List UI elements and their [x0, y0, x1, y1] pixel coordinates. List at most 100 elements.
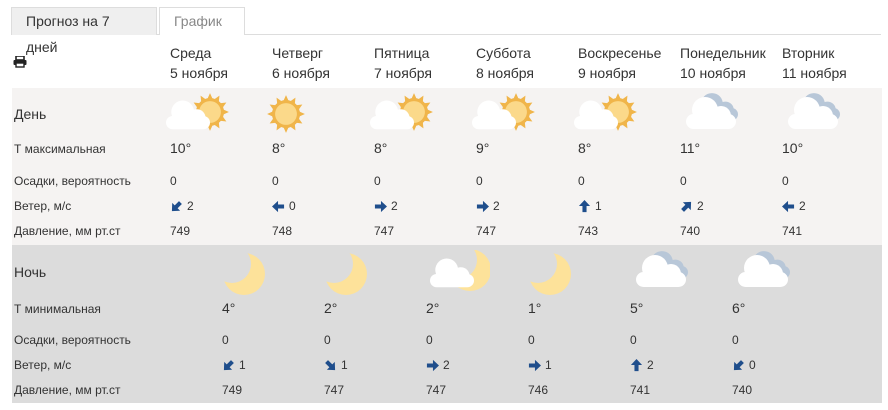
day-label-temp: Т максимальная [14, 142, 106, 156]
wind-value: 2 [374, 199, 398, 213]
day-weekday: Среда [170, 45, 212, 61]
day-label-wind: Ветер, м/с [14, 199, 72, 213]
day-date: 8 ноября [476, 65, 535, 81]
day-date: 10 ноября [680, 65, 746, 81]
pressure-value: 747 [426, 383, 447, 397]
temp-value: 6° [732, 300, 746, 316]
wind-arrow-down-right-icon [325, 359, 336, 370]
wind-value: 1 [324, 358, 348, 372]
wind-arrow-right-icon [374, 200, 387, 212]
wind-speed: 1 [595, 199, 602, 213]
night-weather-moon-icon [315, 245, 388, 299]
night-weather-cloudy-icon [624, 250, 694, 299]
wind-arrow-down-left-icon [223, 359, 234, 370]
day-date: 11 ноября [782, 65, 847, 81]
pressure-value: 747 [476, 224, 497, 238]
wind-arrow-up-icon [578, 199, 591, 212]
wind-arrow-up-icon [630, 358, 643, 371]
pressure-value: 740 [680, 224, 701, 238]
temp-value: 11° [680, 140, 701, 156]
wind-speed: 1 [545, 358, 552, 372]
day-section [12, 88, 882, 245]
wind-speed: 2 [799, 199, 806, 213]
wind-speed: 2 [493, 199, 500, 213]
wind-speed: 2 [391, 199, 398, 213]
wind-speed: 0 [749, 358, 756, 372]
precip-value: 0 [630, 333, 637, 347]
night-label-wind: Ветер, м/с [14, 358, 72, 372]
precip-value: 0 [476, 174, 483, 188]
day-weekday: Понедельник [680, 45, 766, 61]
night-weather-moon-icon [519, 245, 592, 299]
wind-arrow-down-left-icon [171, 200, 182, 211]
wind-speed: 1 [239, 358, 246, 372]
temp-value: 2° [426, 300, 440, 316]
pressure-value: 747 [374, 224, 395, 238]
precip-value: 0 [680, 174, 687, 188]
day-weekday: Четверг [272, 45, 324, 61]
day-weekday: Суббота [476, 45, 531, 61]
wind-value: 2 [782, 199, 806, 213]
wind-arrow-right-icon [528, 359, 541, 371]
precip-value: 0 [426, 333, 433, 347]
temp-value: 9° [476, 140, 490, 156]
temp-value: 1° [528, 300, 542, 316]
temp-value: 8° [374, 140, 388, 156]
printer-icon[interactable] [13, 56, 27, 68]
pressure-value: 749 [222, 383, 243, 397]
wind-value: 0 [732, 358, 756, 372]
precip-value: 0 [170, 174, 177, 188]
wind-value: 1 [222, 358, 246, 372]
wind-speed: 2 [697, 199, 704, 213]
wind-speed: 2 [443, 358, 450, 372]
precip-value: 0 [374, 174, 381, 188]
temp-value: 10° [170, 140, 192, 156]
precip-value: 0 [324, 333, 331, 347]
day-weather-sun-icon [266, 92, 336, 141]
wind-value: 1 [528, 358, 552, 372]
precip-value: 0 [782, 174, 789, 188]
day-weather-cloud-sun-icon [572, 92, 642, 141]
temp-value: 4° [222, 300, 236, 316]
wind-value: 2 [170, 199, 194, 213]
tab-bar: Прогноз на 7 дней График [11, 7, 881, 55]
day-weather-cloud-sun-icon [164, 92, 234, 141]
day-weather-cloudy-icon [776, 92, 846, 141]
wind-value: 2 [476, 199, 500, 213]
temp-value: 2° [324, 300, 338, 316]
temp-value: 5° [630, 300, 644, 316]
precip-value: 0 [272, 174, 279, 188]
temp-value: 8° [578, 140, 592, 156]
wind-speed: 2 [647, 358, 654, 372]
day-date: 6 ноября [272, 65, 331, 81]
wind-arrow-up-right-icon [681, 201, 692, 212]
wind-value: 2 [630, 358, 654, 372]
pressure-value: 741 [782, 224, 803, 238]
day-weekday: Вторник [782, 45, 835, 61]
pressure-value: 743 [578, 224, 599, 238]
temp-value: 8° [272, 140, 286, 156]
pressure-value: 747 [324, 383, 345, 397]
tab-chart[interactable]: График [159, 7, 245, 35]
night-weather-moon-icon [213, 245, 286, 299]
night-title: Ночь [14, 264, 47, 280]
wind-speed: 1 [341, 358, 348, 372]
wind-value: 1 [578, 199, 602, 213]
wind-value: 2 [680, 199, 704, 213]
pressure-value: 748 [272, 224, 293, 238]
tab-7-day-forecast[interactable]: Прогноз на 7 дней [11, 7, 157, 55]
day-weather-cloud-sun-icon [470, 92, 540, 141]
day-label-pressure: Давление, мм рт.ст [14, 224, 121, 238]
day-title: День [14, 106, 47, 122]
wind-value: 0 [272, 199, 296, 213]
wind-speed: 2 [187, 199, 194, 213]
wind-arrow-left-icon [782, 200, 795, 212]
night-label-temp: Т минимальная [14, 302, 101, 316]
wind-arrow-right-icon [476, 200, 489, 212]
wind-arrow-down-left-icon [733, 359, 744, 370]
day-weather-cloud-sun-icon [368, 92, 438, 141]
wind-value: 2 [426, 358, 450, 372]
pressure-value: 749 [170, 224, 191, 238]
day-date: 9 ноября [578, 65, 637, 81]
temp-value: 10° [782, 140, 804, 156]
